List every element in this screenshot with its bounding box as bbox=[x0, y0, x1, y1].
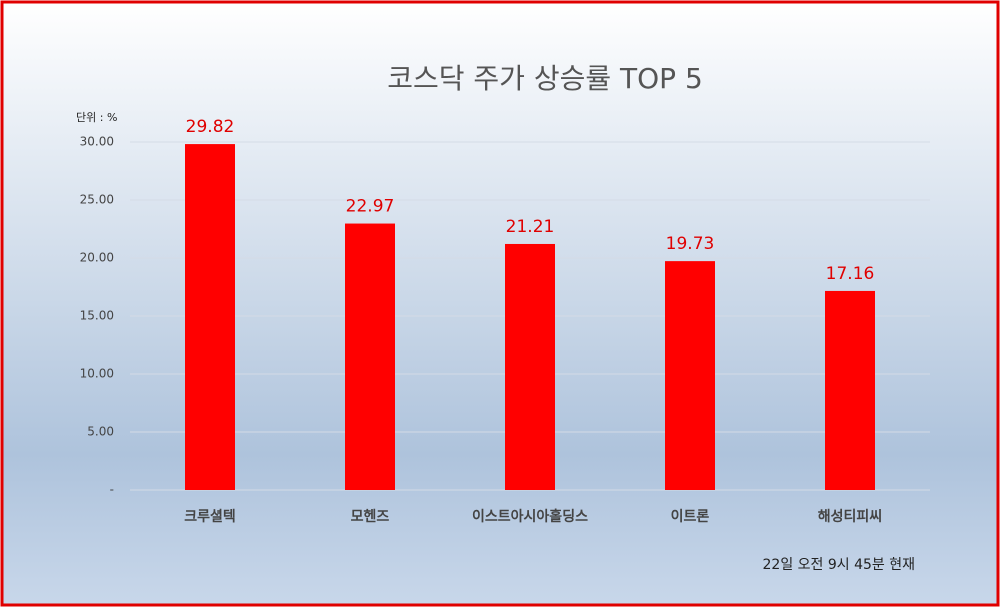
x-tick-label: 크루셜텍 bbox=[184, 508, 236, 525]
y-tick-label: 20.00 bbox=[80, 251, 114, 265]
chart-title: 코스닥 주가 상승률 TOP 5 bbox=[387, 62, 703, 95]
bar bbox=[505, 243, 555, 490]
y-tick-label: - bbox=[110, 483, 114, 497]
y-tick-label: 30.00 bbox=[80, 135, 114, 149]
x-tick-label: 모헨즈 bbox=[351, 509, 390, 525]
unit-label: 단위 : % bbox=[76, 111, 117, 124]
value-label: 22.97 bbox=[346, 197, 395, 217]
x-tick-label: 이스트아시아홀딩스 bbox=[472, 508, 588, 525]
x-tick-label: 이트론 bbox=[671, 508, 710, 525]
value-label: 21.21 bbox=[506, 217, 555, 237]
bar bbox=[345, 223, 395, 490]
y-tick-label: 5.00 bbox=[87, 425, 114, 439]
y-tick-label: 10.00 bbox=[80, 367, 114, 381]
y-tick-label: 25.00 bbox=[80, 193, 114, 207]
x-tick-label: 해성티피씨 bbox=[818, 509, 882, 525]
bar bbox=[825, 290, 875, 490]
y-tick-label: 15.00 bbox=[80, 309, 114, 323]
value-label: 17.16 bbox=[826, 264, 875, 284]
note: 22일 오전 9시 45분 현재 bbox=[763, 557, 916, 573]
bar bbox=[185, 144, 235, 490]
value-label: 19.73 bbox=[666, 234, 715, 254]
value-label: 29.82 bbox=[186, 117, 235, 137]
bar bbox=[665, 261, 715, 490]
